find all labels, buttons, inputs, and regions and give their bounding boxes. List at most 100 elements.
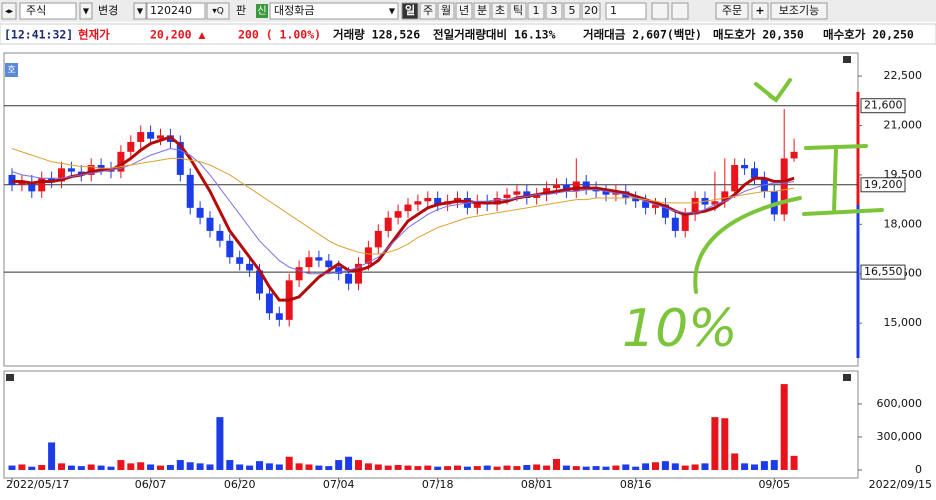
volume-bar [424,465,432,470]
candle-body [642,201,650,208]
volume-bar [513,466,521,470]
moving-average [11,148,795,275]
volume-bar [493,466,501,470]
period-button[interactable] [437,2,455,20]
sin: 신 [257,5,266,17]
candle-body [632,197,640,202]
change-button[interactable]: 변경 [98,4,118,17]
volume-bar [166,465,174,470]
aux-button[interactable] [770,2,828,20]
ask: 매도호가 20,350 [713,28,804,42]
volume-bar [87,464,95,470]
candle-body [265,293,273,314]
period-button[interactable] [473,2,491,20]
volume-bar [335,460,343,470]
stock-name: 대정화금 [274,4,314,17]
volume-bar [681,465,689,470]
period-button[interactable] [455,2,473,20]
volume-bar [18,464,26,470]
plus-button[interactable] [751,2,769,20]
candle-body [493,197,501,205]
volume: 거래량 128,526 [333,28,420,42]
name-select[interactable] [269,2,399,20]
panel-icon[interactable] [6,374,14,381]
scribble-curve [693,196,802,294]
volume-bar [751,464,758,470]
period-label: 년 [459,4,469,17]
volume-bar [473,466,481,470]
level-tag [860,177,906,193]
period-button[interactable] [545,2,563,20]
candle-body [572,181,580,192]
code: 120240 [150,4,192,17]
arrow: ▼ [83,7,90,16]
icon-button[interactable] [651,2,669,20]
dropdown[interactable] [133,2,147,20]
volume-bar [374,464,382,470]
moving-average [12,135,795,302]
icon-button[interactable] [671,2,689,20]
y-tick-label: 21,000 [884,118,923,131]
period-label: 일 [405,3,415,17]
period-label: 1 [533,4,540,17]
period-button[interactable] [401,2,419,20]
panel-icon[interactable] [843,374,851,381]
pan-button[interactable]: 판 [236,4,246,17]
candle-body [67,168,75,172]
volume-bar [364,463,372,470]
candle-body [275,313,283,320]
candle-body [87,165,95,175]
candle-body [127,141,135,152]
candle-body [315,257,323,261]
period-button[interactable] [563,2,581,20]
candle-body [256,270,263,294]
panel-icon[interactable] [843,56,851,63]
candle-body [523,191,531,198]
candle-body [780,158,788,215]
code-input[interactable] [146,2,206,20]
volume-panel [3,370,859,479]
period-label: 20 [584,4,598,17]
candle-body [711,201,719,205]
dropdown[interactable] [79,2,93,20]
candle-body [226,240,234,258]
search-button[interactable] [206,2,230,20]
volume-bar [246,465,254,470]
candle-body [8,174,16,185]
period-button[interactable] [581,2,601,20]
candle-body [117,151,125,172]
x-tick-label: 06/20 [224,478,256,491]
volume-bar [97,465,105,470]
arrow: ▼ [137,7,144,16]
info-bar: [12:41:32] 현재가 20,200 ▲ 200 ( 1.00%) 거래량… [0,23,936,45]
period-button[interactable] [419,2,437,20]
volume-bar [503,465,511,470]
candle-body [58,168,65,182]
candle-body [721,191,729,202]
period-button[interactable] [509,2,527,20]
nav-button[interactable] [1,2,17,20]
period-button[interactable] [491,2,509,20]
count-input[interactable] [605,2,647,20]
volume-bar [77,466,85,470]
badge-icon: 호 [7,65,15,76]
volume-bar [553,458,560,470]
volume-ratio: 전일거래량대비 16.13% [433,28,556,42]
level-label: 16,550 [864,265,903,278]
candle-body [582,181,590,189]
sin-badge [256,4,268,18]
count: 1 [610,4,617,17]
candle-body [216,230,224,241]
x-end-label: 2022/09/15 [869,478,932,491]
period-button[interactable] [527,2,545,20]
candle-body [355,263,362,284]
candle-body [513,191,521,195]
volume-bar [543,465,551,470]
market-select[interactable] [19,2,77,20]
order-button[interactable] [715,2,749,20]
volume-bar [275,464,283,470]
volume-bar [58,463,65,470]
volume-bar [444,466,452,470]
moving-average [11,148,795,255]
candle-body [671,217,679,231]
